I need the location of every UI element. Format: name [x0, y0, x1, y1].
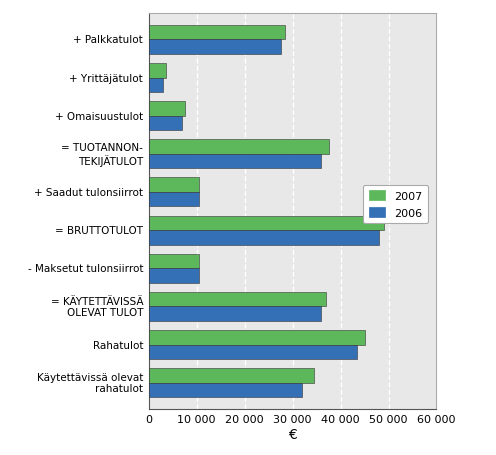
Bar	[149, 307, 321, 321]
Bar	[149, 369, 314, 383]
Bar	[149, 40, 281, 55]
Bar	[149, 140, 328, 155]
Bar	[149, 116, 183, 131]
Legend: 2007, 2006: 2007, 2006	[363, 186, 428, 223]
Bar	[149, 383, 302, 397]
Bar	[149, 330, 365, 345]
Bar	[149, 231, 379, 245]
Bar	[149, 345, 357, 359]
Bar	[149, 254, 199, 268]
Bar	[149, 64, 166, 78]
X-axis label: €: €	[288, 427, 297, 441]
Bar	[149, 78, 163, 93]
Bar	[149, 178, 199, 192]
Bar	[149, 192, 199, 207]
Bar	[149, 26, 285, 40]
Bar	[149, 102, 185, 116]
Bar	[149, 268, 199, 283]
Bar	[149, 155, 321, 169]
Bar	[149, 292, 326, 307]
Bar	[149, 216, 384, 231]
